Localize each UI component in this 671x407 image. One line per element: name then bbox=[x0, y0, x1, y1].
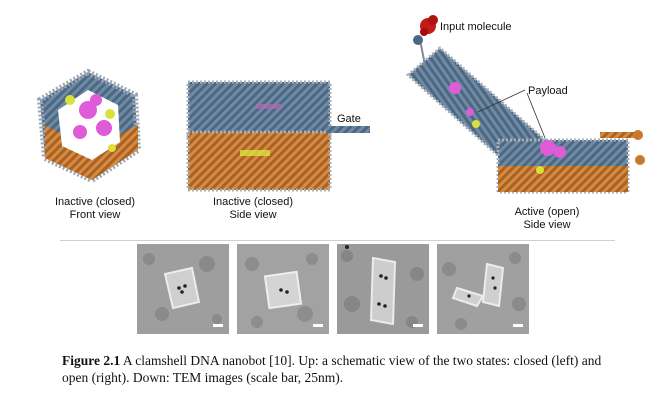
label-inactive-front-2: Front view bbox=[69, 209, 121, 221]
label-active-1: Active (open) bbox=[514, 206, 580, 218]
tem-image-1 bbox=[137, 244, 229, 334]
front-view-structure bbox=[36, 68, 142, 184]
divider-line bbox=[60, 240, 615, 241]
tem-image-4 bbox=[437, 244, 529, 334]
payload-leader-line-2 bbox=[526, 92, 546, 139]
label-inactive-side-1: Inactive (closed) bbox=[212, 196, 294, 208]
label-inactive-front-1: Inactive (closed) bbox=[54, 196, 136, 208]
schematic-illustration bbox=[36, 15, 645, 194]
figure-label: Figure 2.1 bbox=[62, 353, 121, 368]
label-gate: Gate bbox=[337, 113, 361, 125]
figure-caption: Figure 2.1 A clamshell DNA nanobot [10].… bbox=[62, 352, 622, 386]
label-active-2: Side view bbox=[523, 219, 571, 231]
input-molecule-icon bbox=[420, 15, 438, 36]
tem-image-2 bbox=[237, 244, 329, 334]
payload-leader-line bbox=[477, 89, 526, 113]
open-side-view-structure bbox=[405, 35, 645, 194]
closed-side-view-structure bbox=[186, 80, 370, 192]
label-input-molecule: Input molecule bbox=[440, 21, 512, 33]
label-payload: Payload bbox=[528, 85, 568, 97]
tem-image-3 bbox=[337, 244, 429, 334]
caption-text: A clamshell DNA nanobot [10]. Up: a sche… bbox=[62, 353, 602, 385]
label-inactive-side-2: Side view bbox=[229, 209, 277, 221]
